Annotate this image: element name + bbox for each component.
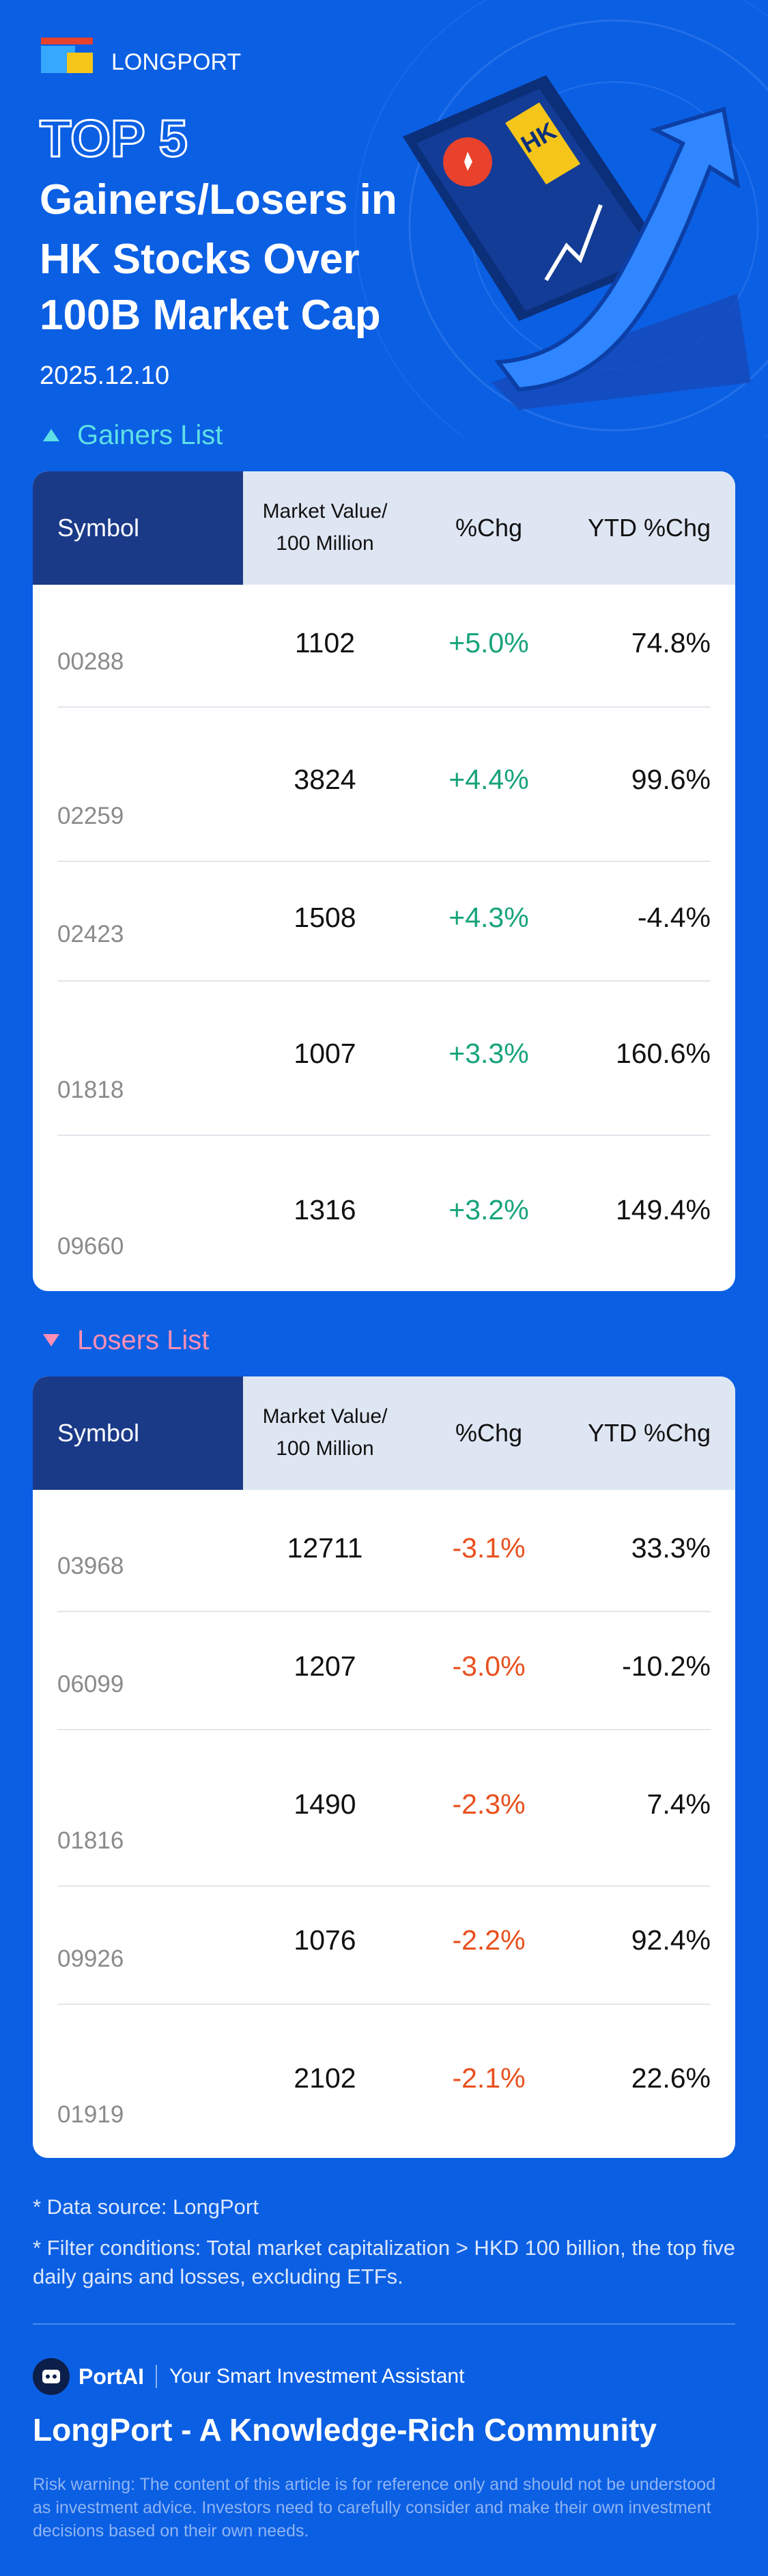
date: 2025.12.10 — [40, 361, 170, 391]
market-value: 1007 — [294, 1038, 356, 1070]
symbol: 03968 — [57, 1553, 124, 1579]
market-value: 12711 — [287, 1532, 363, 1564]
pct-change: -3.1% — [452, 1532, 526, 1564]
symbol: 06099 — [57, 1671, 124, 1698]
logo-icon — [41, 38, 93, 73]
row-divider — [57, 1885, 711, 1887]
symbol: 02423 — [57, 921, 124, 947]
section-title: Losers List — [77, 1325, 210, 1355]
slogan: LongPort - A Knowledge-Rich Community — [33, 2412, 657, 2448]
ytd-change: 92.4% — [631, 1924, 711, 1956]
pct-change: +4.3% — [449, 902, 529, 934]
headline: Gainers/Losers in — [40, 176, 397, 223]
table-card: Symbol Market Value/ 100 Million %Chg YTD %… — [33, 1376, 735, 2158]
row-divider — [57, 2004, 711, 2005]
table-header-symbol — [33, 471, 243, 585]
row-divider — [57, 1611, 711, 1612]
symbol: 00288 — [57, 648, 124, 675]
symbol: 09926 — [57, 1945, 124, 1972]
row-divider — [57, 861, 711, 862]
ytd-change: -10.2% — [622, 1650, 711, 1682]
ytd-change: 160.6% — [615, 1038, 711, 1070]
top-label: TOP 5 — [39, 109, 189, 169]
pct-change: +3.2% — [449, 1194, 529, 1226]
headline: HK Stocks Over — [40, 235, 360, 283]
symbol: 09660 — [57, 1233, 124, 1260]
assistant-tagline: Your Smart Investment Assistant — [169, 2365, 465, 2387]
headline: 100B Market Cap — [40, 291, 381, 339]
symbol: 02259 — [57, 803, 124, 829]
assistant-name: PortAI — [79, 2364, 144, 2389]
ytd-change: 33.3% — [631, 1532, 711, 1564]
symbol: 01816 — [57, 1827, 124, 1854]
ytd-change: -4.4% — [637, 902, 711, 934]
market-value: 1490 — [294, 1788, 356, 1820]
market-value: 3824 — [294, 764, 356, 796]
column-header: YTD %Chg — [587, 1419, 711, 1448]
ytd-change: 149.4% — [615, 1194, 711, 1226]
ytd-change: 7.4% — [646, 1788, 711, 1820]
table-header-symbol — [33, 1376, 243, 1490]
pct-change: +5.0% — [449, 627, 529, 659]
market-value: 1076 — [294, 1924, 356, 1956]
section-icon — [43, 1334, 59, 1346]
pct-change: +3.3% — [449, 1038, 529, 1070]
column-header: %Chg — [455, 1419, 523, 1448]
ytd-change: 22.6% — [631, 2062, 711, 2094]
footnote: * Filter conditions: Total market capita… — [33, 2236, 735, 2288]
column-header: YTD %Chg — [587, 514, 711, 542]
pct-change: +4.4% — [449, 764, 529, 796]
market-value: 1508 — [294, 902, 356, 934]
column-header: Symbol — [57, 514, 140, 542]
ytd-change: 74.8% — [631, 627, 711, 659]
market-value: 1102 — [294, 627, 356, 659]
risk-warning: Risk warning: The content of this articl… — [33, 2475, 716, 2540]
section-title: Gainers List — [77, 420, 223, 450]
column-header: Market Value/ 100 Million — [262, 1405, 388, 1460]
portai-icon — [33, 2358, 70, 2395]
pct-change: -3.0% — [452, 1650, 526, 1682]
symbol: 01818 — [57, 1077, 124, 1103]
market-value: 2102 — [294, 2062, 356, 2094]
column-header: Symbol — [57, 1419, 140, 1448]
brand: LONGPORT — [111, 49, 242, 75]
divider — [33, 2323, 735, 2325]
market-value: 1207 — [294, 1650, 356, 1682]
footnote: * Data source: LongPort — [33, 2195, 259, 2219]
row-divider — [57, 1729, 711, 1730]
symbol: 01919 — [57, 2101, 124, 2128]
table-card: Symbol Market Value/ 100 Million %Chg YTD %… — [33, 471, 735, 1291]
separator — [156, 2365, 157, 2388]
row-divider — [57, 1135, 711, 1136]
pct-change: -2.1% — [452, 2062, 526, 2094]
illustration: HK — [354, 0, 768, 437]
pct-change: -2.2% — [452, 1924, 526, 1956]
section-icon — [43, 429, 59, 441]
column-header: Market Value/ 100 Million — [262, 500, 388, 555]
row-divider — [57, 980, 711, 982]
column-header: %Chg — [455, 514, 523, 542]
ytd-change: 99.6% — [631, 764, 711, 796]
row-divider — [57, 706, 711, 708]
market-value: 1316 — [294, 1194, 356, 1226]
pct-change: -2.3% — [452, 1788, 526, 1820]
